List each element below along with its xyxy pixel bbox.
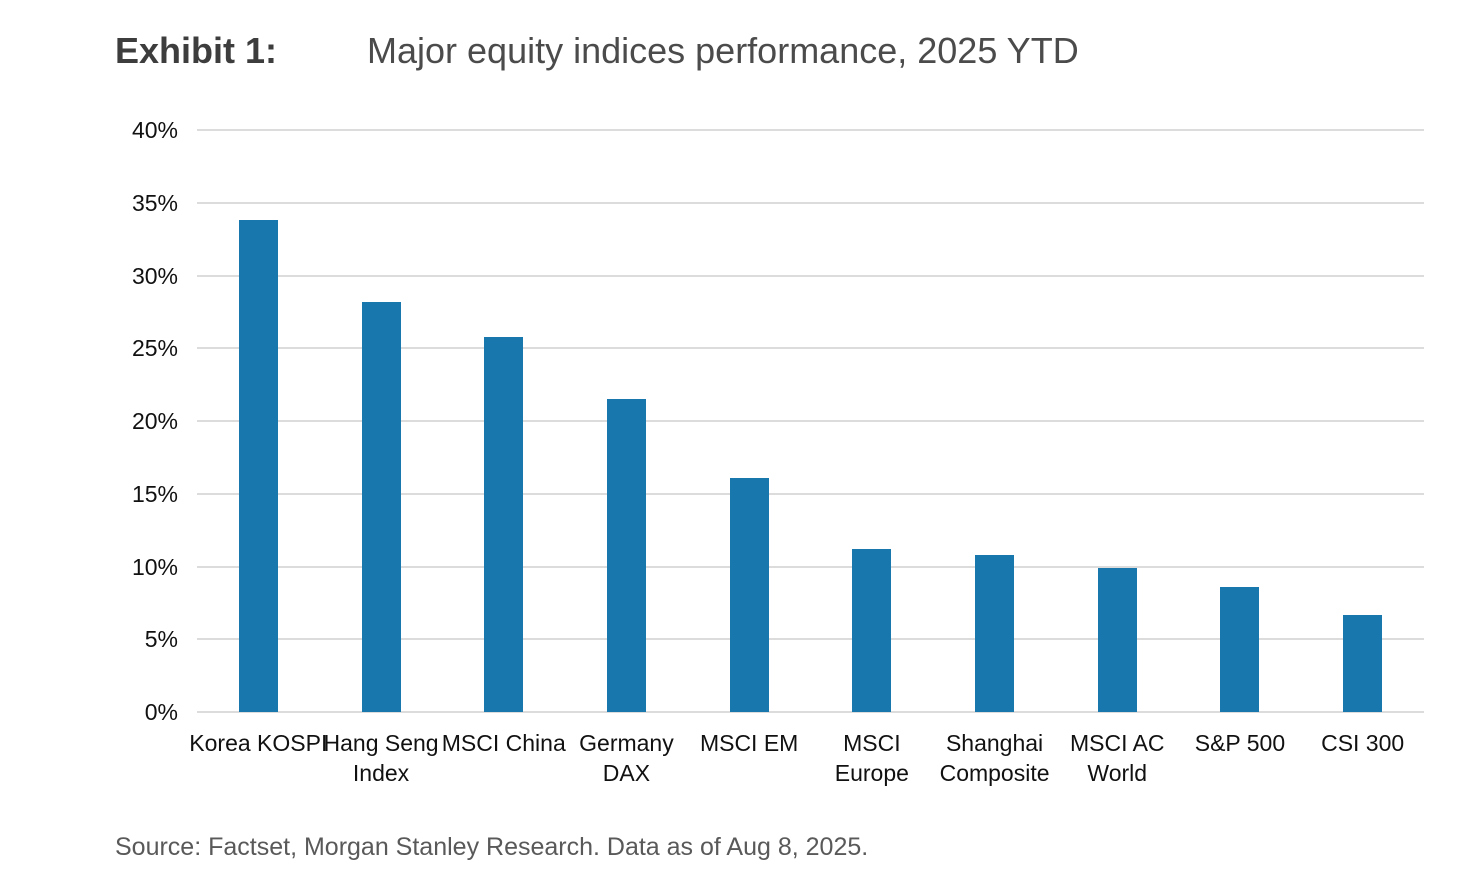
- x-axis-category-label: MSCI AC World: [1042, 728, 1192, 788]
- x-axis-category-label: S&P 500: [1165, 728, 1315, 758]
- x-axis-category-label-line: World: [1087, 760, 1148, 786]
- y-axis-tick-label: 30%: [131, 262, 178, 289]
- y-axis-tick-label: 10%: [131, 553, 178, 580]
- x-axis-category-label-line: Shanghai: [945, 730, 1044, 756]
- x-axis-category-label-line: MSCI China: [441, 730, 566, 756]
- bar-s-p-500: [1220, 586, 1260, 712]
- bar-msci-europe: [852, 549, 892, 712]
- chart-title: Major equity indices performance, 2025 Y…: [367, 30, 1079, 71]
- bar-csi-300: [1343, 614, 1383, 712]
- x-axis-category-label: Germany DAX: [551, 728, 701, 788]
- y-axis-tick-label: 0%: [144, 699, 178, 725]
- x-axis-category-label-line: Europe: [834, 760, 909, 786]
- x-axis-category-label-line: S&P 500: [1194, 730, 1286, 756]
- y-gridline-10pct: [197, 565, 1424, 568]
- y-gridline-40pct: [197, 129, 1424, 131]
- y-gridline-20pct: [197, 420, 1424, 422]
- x-axis-category-label-line: MSCI: [843, 730, 901, 756]
- x-axis-category-label: MSCI Europe: [797, 728, 947, 788]
- x-axis-category-label-line: MSCI AC: [1069, 730, 1165, 756]
- bar-msci-china: [484, 336, 524, 712]
- y-axis-tick-label: 20%: [131, 408, 178, 434]
- y-gridline-0pct: [197, 711, 1424, 713]
- y-axis-tick-label: 25%: [131, 335, 178, 362]
- bar-msci-em: [729, 477, 769, 712]
- exhibit-label: Exhibit 1:: [115, 30, 278, 71]
- x-axis-category-label-line: DAX: [602, 760, 651, 786]
- bar-korea-kospi: [238, 220, 278, 712]
- bar-germany-dax: [606, 399, 646, 712]
- source-note: Source: Factset, Morgan Stanley Research…: [115, 833, 869, 861]
- x-axis-category-label-line: Index: [352, 760, 410, 786]
- x-axis-category-label-line: Germany: [579, 730, 674, 756]
- x-axis-category-label: MSCI EM: [674, 728, 824, 758]
- y-gridline-25pct: [197, 347, 1424, 350]
- x-axis-category-label-line: Composite: [939, 760, 1050, 786]
- x-axis-category-label: Korea KOSPI: [183, 728, 333, 758]
- x-axis-category-label-line: MSCI EM: [699, 730, 799, 756]
- y-gridline-35pct: [197, 201, 1424, 204]
- y-axis-tick-label: 35%: [131, 189, 178, 216]
- bar-chart-plot-area: [197, 129, 1424, 713]
- x-axis-category-label: Hang Seng Index: [306, 728, 456, 788]
- y-axis-tick-label: 40%: [131, 117, 178, 143]
- x-axis-category-label: Shanghai Composite: [920, 728, 1070, 788]
- bar-hang-seng-index: [361, 301, 401, 712]
- x-axis-category-label: MSCI China: [429, 728, 579, 758]
- bar-msci-ac-world: [1097, 567, 1137, 712]
- bar-shanghai-composite: [975, 554, 1015, 712]
- x-axis-category-label-line: CSI 300: [1321, 730, 1405, 756]
- y-gridline-5pct: [197, 638, 1424, 641]
- x-axis-category-label-line: Hang Seng: [323, 730, 439, 756]
- x-axis-category-label: CSI 300: [1288, 728, 1438, 758]
- y-gridline-30pct: [197, 274, 1424, 277]
- x-axis-category-label-line: Korea KOSPI: [189, 730, 328, 756]
- y-gridline-15pct: [197, 492, 1424, 495]
- y-axis-tick-label: 15%: [131, 480, 178, 507]
- y-axis-tick-label: 5%: [144, 626, 178, 653]
